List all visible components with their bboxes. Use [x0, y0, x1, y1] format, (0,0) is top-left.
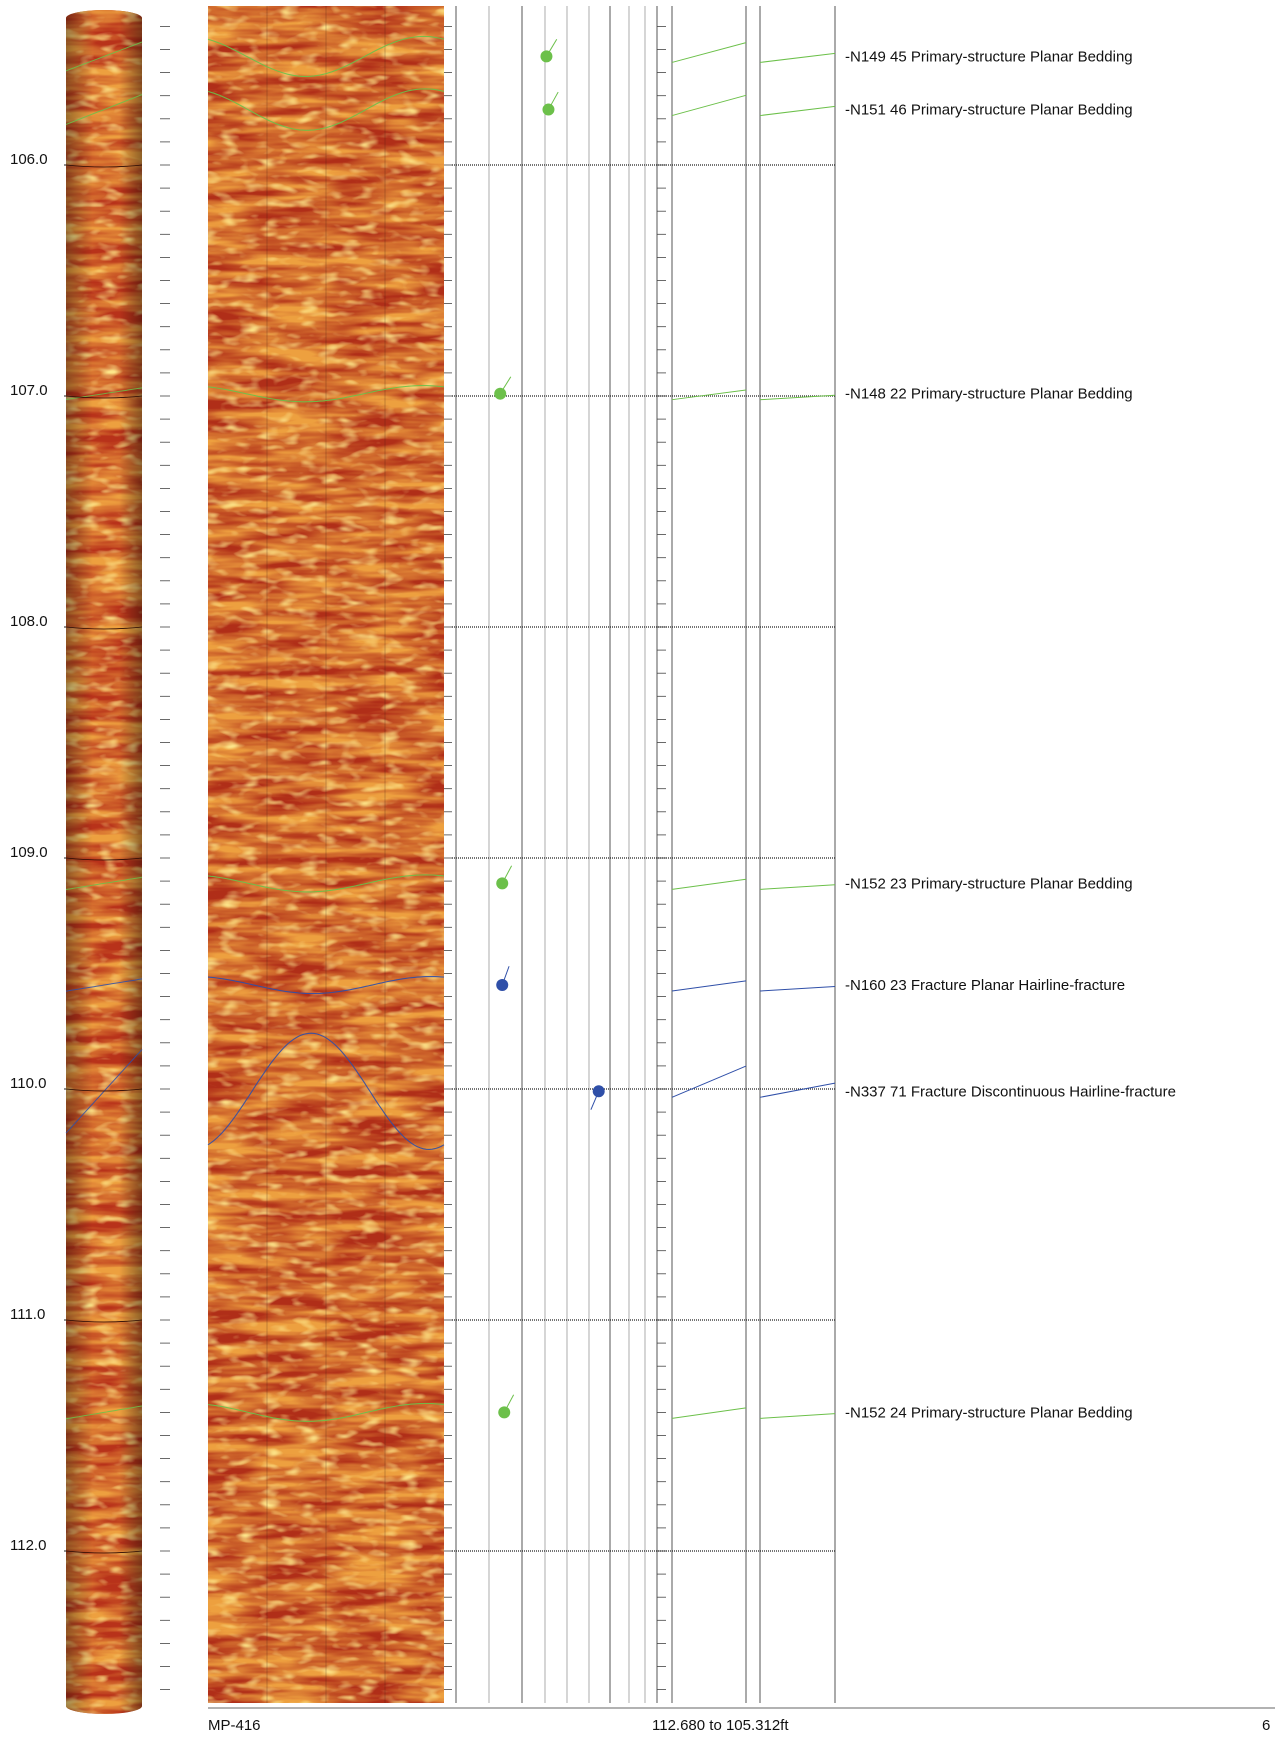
depth-tick-label: 107.0 — [10, 382, 48, 399]
feature-label: -N152 23 Primary-structure Planar Beddin… — [845, 875, 1133, 892]
strike-mark — [671, 1065, 747, 1098]
borehole-cylinder-image — [66, 10, 142, 1714]
cylinder-traces — [65, 41, 143, 1420]
picked-sinusoid — [207, 874, 445, 893]
picked-sinusoid — [207, 35, 445, 77]
strike-mark — [671, 1407, 747, 1419]
depth-gridlines: 106.0 107.0 108.0 109.0 110.0 111.0 112.0 — [10, 151, 835, 1554]
strike-mark — [671, 878, 747, 890]
strike-track-grid — [671, 6, 836, 1703]
tadpole-head — [496, 877, 509, 890]
cylinder-depth-ring — [65, 626, 143, 630]
cylinder-depth-ring — [65, 164, 143, 168]
strike-mark — [759, 1082, 836, 1098]
strike-mark — [671, 389, 747, 401]
picked-sinusoid — [207, 1032, 445, 1150]
cylinder-depth-ring — [65, 395, 143, 399]
cylinder-trace — [65, 1405, 143, 1420]
tadpole-head — [498, 1406, 511, 1419]
cylinder-trace — [65, 94, 143, 125]
strike-mark — [671, 980, 747, 992]
depth-tick-label: 109.0 — [10, 844, 48, 861]
depth-tick-label: 110.0 — [10, 1075, 46, 1092]
strike-mark — [759, 985, 836, 992]
picked-sinusoid — [207, 385, 445, 403]
strike-mark — [759, 52, 836, 63]
feature-label: -N152 24 Primary-structure Planar Beddin… — [845, 1404, 1133, 1421]
footer-well-name: MP-416 — [208, 1717, 261, 1734]
strike-mark — [759, 884, 836, 890]
strike-mark — [671, 94, 747, 117]
strike-mark — [759, 105, 836, 117]
picked-sinusoid — [207, 976, 445, 995]
strike-mark — [759, 1413, 836, 1419]
tadpole-head — [540, 50, 553, 63]
tadpole-track-grid — [455, 6, 658, 1703]
cylinder-depth-ring — [65, 1088, 143, 1092]
cylinder-depth-ring — [65, 857, 143, 861]
feature-label: -N337 71 Fracture Discontinuous Hairline… — [845, 1083, 1176, 1100]
picked-sinusoid — [207, 88, 445, 131]
footer-page-number: 6 — [1262, 1717, 1270, 1734]
tadpole-head — [542, 103, 555, 116]
cylinder-depth-ring — [65, 1319, 143, 1323]
cylinder-trace — [65, 978, 143, 992]
strike-marks — [671, 42, 836, 1419]
picked-sinusoid — [207, 1402, 445, 1422]
cylinder-depth-ring — [65, 1550, 143, 1554]
depth-tick-label: 112.0 — [10, 1537, 46, 1554]
strike-mark — [671, 42, 747, 63]
tadpole-head — [494, 387, 507, 400]
tadpole-head — [496, 979, 509, 992]
depth-tick-label: 108.0 — [10, 613, 48, 630]
cylinder-trace — [65, 387, 143, 400]
feature-label: -N149 45 Primary-structure Planar Beddin… — [845, 48, 1133, 65]
depth-ticks — [160, 25, 666, 1690]
depth-tick-label: 106.0 — [10, 151, 48, 168]
feature-label: -N151 46 Primary-structure Planar Beddin… — [845, 102, 1133, 119]
footer-depth-range: 112.680 to 105.312ft — [652, 1717, 789, 1734]
feature-labels: -N149 45 Primary-structure Planar Beddin… — [845, 48, 1176, 1421]
feature-label: -N160 23 Fracture Planar Hairline-fractu… — [845, 977, 1125, 994]
depth-tick-label: 111.0 — [10, 1306, 45, 1323]
cylinder-trace — [65, 876, 143, 890]
picked-sinusoids — [207, 35, 445, 1422]
cylinder-trace — [65, 41, 143, 72]
tadpole-head — [592, 1085, 605, 1098]
strike-mark — [759, 394, 836, 401]
feature-label: -N148 22 Primary-structure Planar Beddin… — [845, 386, 1133, 403]
tadpole-marks — [494, 39, 605, 1419]
